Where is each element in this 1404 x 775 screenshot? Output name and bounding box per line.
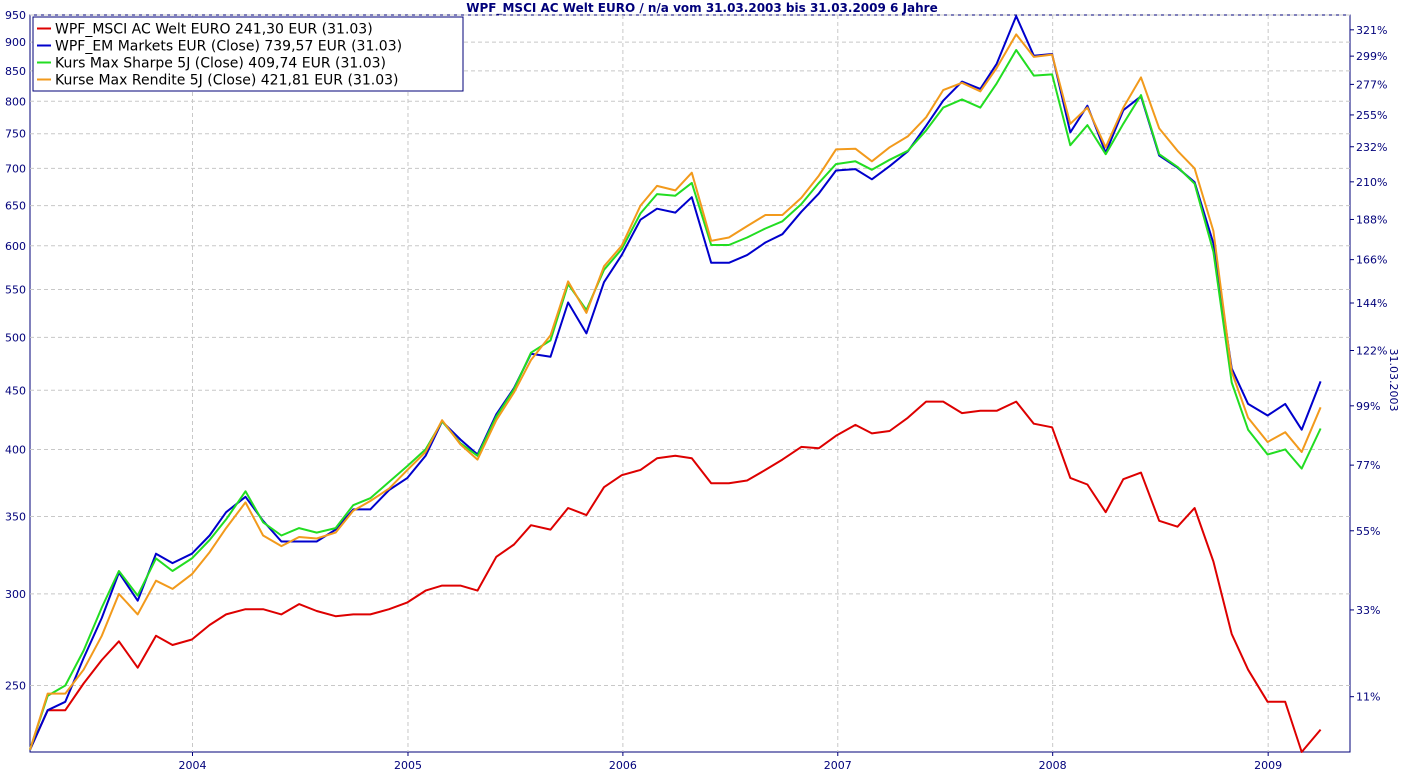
x-tick-label: 2005 (394, 759, 422, 772)
x-tick-label: 2008 (1039, 759, 1067, 772)
series-line-1 (29, 400, 1322, 753)
x-tick-label: 2006 (609, 759, 637, 772)
legend-entry: WPF_MSCI AC Welt EURO 241,30 EUR (31.03) (55, 22, 373, 38)
right-tick-label: 77% (1356, 459, 1380, 472)
y-tick-label: 450 (5, 384, 26, 397)
right-tick-label: 11% (1356, 691, 1380, 704)
x-tick-label: 2007 (824, 759, 852, 772)
right-tick-label: 232% (1356, 141, 1387, 154)
y-tick-label: 350 (5, 511, 26, 524)
right-tick-label: 299% (1356, 50, 1387, 63)
right-tick-label: 321% (1356, 24, 1387, 37)
y-tick-label: 650 (5, 200, 26, 213)
y-tick-label: 950 (5, 9, 26, 22)
y-tick-label: 750 (5, 128, 26, 141)
right-tick-label: 255% (1356, 109, 1387, 122)
right-tick-label: 188% (1356, 213, 1387, 226)
y-tick-label: 850 (5, 65, 26, 78)
right-tick-label: 55% (1356, 525, 1380, 538)
y-tick-label: 400 (5, 443, 26, 456)
legend-entry: Kurse Max Rendite 5J (Close) 421,81 EUR … (55, 73, 399, 89)
x-tick-label: 2004 (178, 759, 206, 772)
right-tick-label: 99% (1356, 400, 1380, 413)
series-line-4 (29, 33, 1322, 751)
chart-title: WPF_MSCI AC Welt EURO / n/a vom 31.03.20… (466, 1, 938, 15)
y-tick-label: 550 (5, 284, 26, 297)
legend-entry: Kurs Max Sharpe 5J (Close) 409,74 EUR (3… (55, 56, 386, 72)
right-tick-label: 122% (1356, 345, 1387, 358)
y-tick-label: 300 (5, 588, 26, 601)
y-tick-label: 800 (5, 95, 26, 108)
y-tick-label: 250 (5, 680, 26, 693)
y-tick-label: 900 (5, 36, 26, 49)
legend: WPF_MSCI AC Welt EURO 241,30 EUR (31.03)… (32, 16, 464, 92)
right-tick-label: 166% (1356, 254, 1387, 267)
series-line-3 (29, 49, 1322, 751)
right-tick-label: 210% (1356, 176, 1387, 189)
y-tick-label: 600 (5, 240, 26, 253)
x-tick-label: 2009 (1254, 759, 1282, 772)
series-lines (29, 15, 1322, 753)
right-tick-label: 277% (1356, 78, 1387, 91)
right-tick-label: 144% (1356, 297, 1387, 310)
right-tick-label: 33% (1356, 604, 1380, 617)
y-tick-label: 700 (5, 162, 26, 175)
legend-box (32, 16, 464, 92)
axes: 250 300 350 400 450 500 550 600 650 700 750 800 850 9… (5, 9, 1387, 772)
plot-area (29, 14, 1351, 753)
y-tick-label: 500 (5, 331, 26, 344)
right-axis-label: 31.03.2003 (1387, 349, 1400, 412)
legend-entry: WPF_EM Markets EUR (Close) 739,57 EUR (3… (55, 39, 402, 55)
